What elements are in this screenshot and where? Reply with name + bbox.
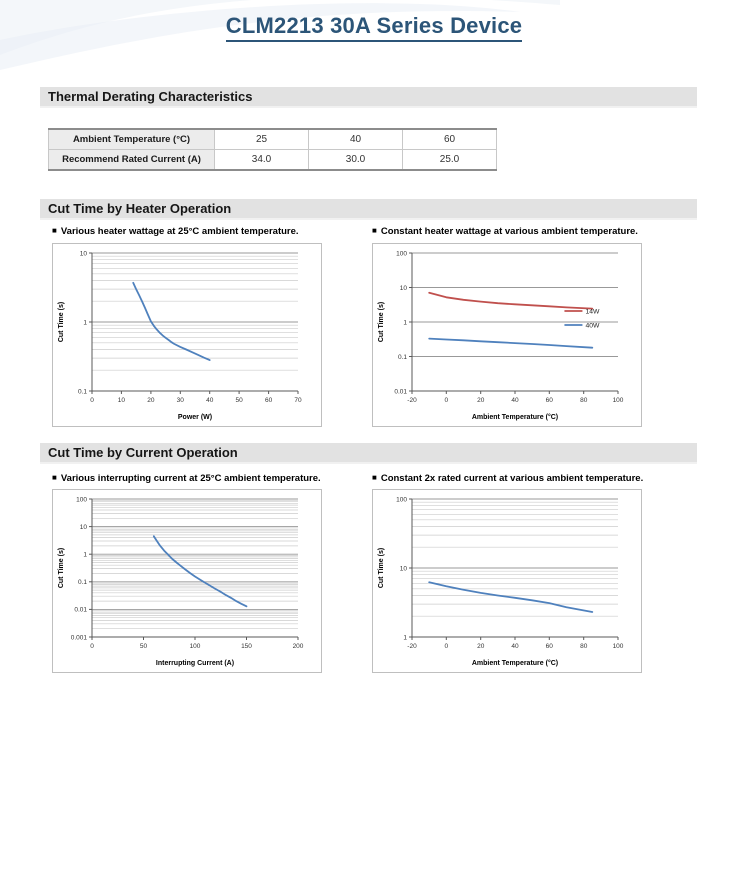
- svg-text:40: 40: [511, 643, 519, 650]
- chart-various-heater-wattage: 0.1 1 10 0 10 20 30 40 50 60 70 Power (W) Cut Time (…: [52, 243, 322, 427]
- svg-text:0.1: 0.1: [78, 388, 87, 395]
- caption-heater-right: ■ Constant heater wattage at various ambi…: [372, 226, 638, 237]
- svg-text:60: 60: [265, 397, 273, 404]
- table-cell: 25: [214, 128, 309, 150]
- svg-text:0.001: 0.001: [71, 634, 88, 641]
- svg-text:Cut Time (s): Cut Time (s): [378, 548, 385, 588]
- svg-text:40: 40: [511, 397, 519, 404]
- svg-text:30: 30: [177, 397, 185, 404]
- svg-text:100: 100: [613, 397, 624, 404]
- svg-text:100: 100: [613, 643, 624, 650]
- bullet-icon: ■: [372, 226, 377, 235]
- svg-text:Cut Time (s): Cut Time (s): [58, 548, 65, 588]
- svg-text:80: 80: [580, 397, 588, 404]
- section-header-cut-time-heater: Cut Time by Heater Operation: [40, 199, 697, 220]
- svg-text:Cut Time (s): Cut Time (s): [58, 302, 65, 342]
- svg-text:-20: -20: [407, 643, 417, 650]
- table-cell: 40: [308, 128, 403, 150]
- chart-constant-2x-rated-current: 1 10 100 -20 0 20 40 60 80 100 Ambient Temperature…: [372, 489, 642, 673]
- table-cell: 25.0: [402, 149, 497, 171]
- svg-text:70: 70: [294, 397, 302, 404]
- svg-text:Ambient Temperature (°C): Ambient Temperature (°C): [472, 413, 558, 421]
- svg-text:-20: -20: [407, 397, 417, 404]
- svg-text:0: 0: [444, 643, 448, 650]
- svg-text:0.1: 0.1: [78, 579, 87, 586]
- bullet-icon: ■: [52, 226, 57, 235]
- section-title: Thermal Derating Characteristics: [48, 89, 253, 104]
- svg-text:20: 20: [477, 397, 485, 404]
- caption-text: Various heater wattage at 25°C ambient t…: [60, 226, 299, 237]
- svg-text:20: 20: [147, 397, 155, 404]
- svg-text:0: 0: [444, 397, 448, 404]
- caption-text: Constant heater wattage at various ambie…: [380, 226, 638, 237]
- bullet-icon: ■: [52, 473, 57, 482]
- svg-text:1: 1: [403, 319, 407, 326]
- thermal-derating-table: Ambient Temperature (°C) 25 40 60 Recomm…: [48, 128, 497, 171]
- svg-text:1: 1: [83, 552, 87, 559]
- svg-text:40W: 40W: [585, 322, 600, 329]
- line-chart-canvas: 1 10 100 -20 0 20 40 60 80 100 Ambient Temperature…: [372, 489, 642, 673]
- caption-text: Constant 2x rated current at various amb…: [380, 473, 644, 484]
- line-chart-canvas: 0.001 0.01 0.1 1 10 100 0 50 100 150 200 Interrupti…: [52, 489, 322, 673]
- caption-current-right: ■ Constant 2x rated current at various am…: [372, 473, 643, 484]
- svg-text:50: 50: [140, 643, 148, 650]
- svg-text:14W: 14W: [585, 308, 600, 315]
- svg-text:60: 60: [546, 397, 554, 404]
- row-label-ambient-temperature: Ambient Temperature (°C): [48, 128, 215, 150]
- chart-constant-heater-wattage: 0.01 0.1 1 10 100 -20 0 20 40 60 80 100 14W 40W Ambien…: [372, 243, 642, 427]
- section-header-thermal-derating: Thermal Derating Characteristics: [40, 87, 697, 108]
- line-chart-canvas: 0.1 1 10 0 10 20 30 40 50 60 70 Power (W) Cut Time (…: [52, 243, 322, 427]
- svg-text:Interrupting Current (A): Interrupting Current (A): [156, 660, 234, 667]
- svg-text:1: 1: [83, 319, 87, 326]
- section-title: Cut Time by Heater Operation: [48, 201, 232, 216]
- svg-text:Ambient Temperature (°C): Ambient Temperature (°C): [472, 659, 558, 667]
- page-title-text: CLM2213 30A Series Device: [225, 13, 523, 42]
- svg-text:Power (W): Power (W): [178, 414, 212, 421]
- svg-text:100: 100: [76, 496, 87, 503]
- row-label-rated-current: Recommend Rated Current (A): [48, 149, 215, 171]
- table-cell: 30.0: [308, 149, 403, 171]
- section-header-cut-time-current: Cut Time by Current Operation: [40, 443, 697, 464]
- svg-text:Cut Time (s): Cut Time (s): [378, 302, 385, 342]
- bullet-icon: ■: [372, 473, 377, 482]
- svg-text:50: 50: [235, 397, 243, 404]
- svg-text:0.01: 0.01: [74, 607, 87, 614]
- svg-text:0.1: 0.1: [398, 354, 407, 361]
- svg-text:0: 0: [90, 643, 94, 650]
- svg-text:80: 80: [580, 643, 588, 650]
- svg-text:0: 0: [90, 397, 94, 404]
- caption-text: Various interrupting current at 25°C amb…: [60, 473, 321, 484]
- table-cell: 60: [402, 128, 497, 150]
- table-row: Ambient Temperature (°C) 25 40 60: [48, 128, 497, 150]
- line-chart-canvas: 0.01 0.1 1 10 100 -20 0 20 40 60 80 100 14W 40W Ambien…: [372, 243, 642, 427]
- svg-text:20: 20: [477, 643, 485, 650]
- svg-text:40: 40: [206, 397, 214, 404]
- svg-text:60: 60: [546, 643, 554, 650]
- svg-text:200: 200: [293, 643, 304, 650]
- svg-text:100: 100: [396, 250, 407, 257]
- svg-text:100: 100: [190, 643, 201, 650]
- svg-text:10: 10: [118, 397, 126, 404]
- svg-text:1: 1: [403, 634, 407, 641]
- chart-various-interrupting-current: 0.001 0.01 0.1 1 10 100 0 50 100 150 200 Interrupti…: [52, 489, 322, 673]
- section-title: Cut Time by Current Operation: [48, 445, 238, 460]
- svg-text:10: 10: [400, 285, 408, 292]
- svg-text:10: 10: [80, 250, 88, 257]
- caption-current-left: ■ Various interrupting current at 25°C am…: [52, 473, 321, 484]
- svg-text:100: 100: [396, 496, 407, 503]
- page-title: CLM2213 30A Series Device: [0, 13, 748, 42]
- svg-text:150: 150: [241, 643, 252, 650]
- caption-heater-left: ■ Various heater wattage at 25°C ambient …: [52, 226, 299, 237]
- svg-text:0.01: 0.01: [394, 388, 407, 395]
- svg-text:10: 10: [80, 524, 88, 531]
- table-cell: 34.0: [214, 149, 309, 171]
- svg-text:10: 10: [400, 565, 408, 572]
- table-row: Recommend Rated Current (A) 34.0 30.0 25…: [48, 149, 497, 171]
